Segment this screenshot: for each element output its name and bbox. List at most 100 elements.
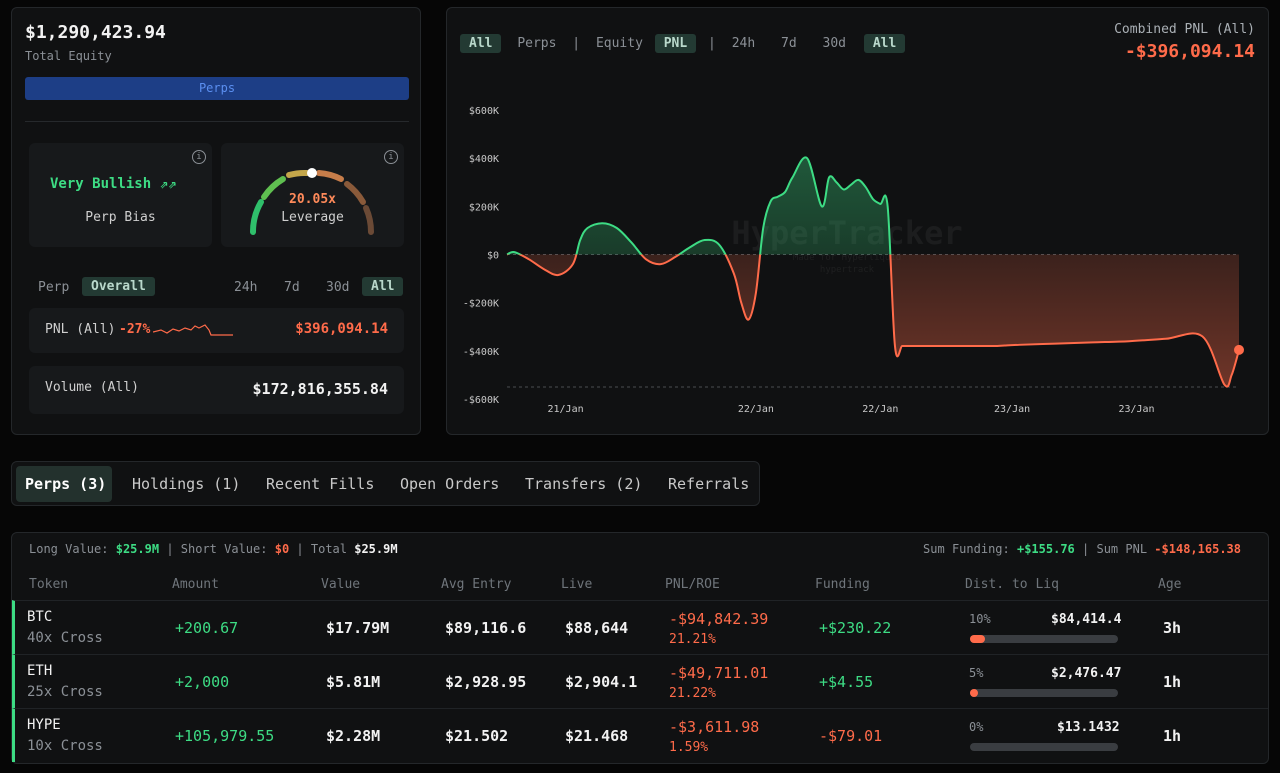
filter-perp[interactable]: Perp [38,280,70,295]
pnl-value: -$94,842.39 [669,610,769,628]
volume-card: Volume (All) $172,816,355.84 [29,366,404,414]
sum-funding-value: +$155.76 [1016,542,1075,556]
summary-right: Sum Funding: +$155.76 | Sum PNL -$148,16… [923,542,1241,556]
x-tick-label: 22/Jan [738,404,774,415]
age: 1h [1163,727,1182,745]
volume-label: Volume (All) [45,380,139,395]
tab-transfers[interactable]: Transfers (2) [525,475,643,493]
column-live[interactable]: Live [561,577,593,592]
token-mode: 10x Cross [27,738,103,754]
tab-perps[interactable] [16,466,112,502]
chart-filter-all-range[interactable]: All [863,34,906,53]
tab-open-orders[interactable]: Open Orders [400,475,500,493]
sum-pnl-value: -$148,165.38 [1154,542,1241,556]
value: $5.81M [326,673,381,691]
pnl-current-point [1234,344,1244,355]
pnl-chart: $600K $400K $200K $0 -$200K -$400K -$600K 21/Ja… [463,106,1244,415]
short-value-label: Short Value: [180,542,268,556]
sum-pnl-label: Sum PNL [1096,542,1148,556]
info-icon[interactable]: i [192,150,206,164]
chart-filter-24h[interactable]: 24h [731,36,756,51]
gauge-arc-1 [249,199,264,235]
x-tick-label: 23/Jan [1118,404,1154,415]
gauge-needle-dot [307,168,317,178]
leverage-label: Leverage [281,210,344,225]
gauge-arc-3 [286,169,310,178]
perp-bias-value: Very Bullish [50,176,152,192]
separator: | [1082,542,1090,556]
column-dist-to-liq[interactable]: Dist. to Liq [965,577,1059,592]
positions-table: Long Value: $25.9M | Short Value: $0 | T… [11,532,1269,764]
pnl-chart-panel: All Perps | Equity PNL | 24h 7d 30d All … [446,7,1269,435]
y-tick-label: -$600K [463,395,499,406]
account-panel: $1,290,423.94 Total Equity Perps i Very … [11,7,421,435]
sum-funding-label: Sum Funding: [923,542,1010,556]
pnl-card: PNL (All) -27% $396,094.14 [29,308,404,353]
column-value[interactable]: Value [321,577,361,592]
tab-perps-label[interactable]: Perps (3) [25,475,107,493]
long-value: $25.9M [115,542,160,556]
chart-filter-pnl[interactable]: PNL [654,34,697,53]
tab-referrals[interactable]: Referrals [668,475,750,493]
column-token[interactable]: Token [29,577,69,592]
filter-overall[interactable]: Overall [82,277,155,296]
amount: +105,979.55 [175,727,275,745]
total-equity-value: $1,290,423.94 [25,22,166,43]
chart-filter-equity[interactable]: Equity [595,36,643,51]
column-funding[interactable]: Funding [815,577,870,592]
roe-value: 21.22% [669,686,716,701]
y-tick-label: $0 [487,251,499,262]
token-symbol[interactable]: ETH [27,663,53,679]
live-price: $2,904.1 [565,673,638,691]
chart-filter-30d[interactable]: 30d [822,36,846,51]
perp-bias-card: i Very Bullish ⇗⇗ Perp Bias [29,143,212,247]
table-row[interactable]: BTC 40x Cross +200.67 $17.79M $89,116.6 … [12,600,1268,654]
token-symbol[interactable]: HYPE [27,717,61,733]
y-tick-label: -$200K [463,299,499,310]
table-row[interactable]: HYPE 10x Cross +105,979.55 $2.28M $21.50… [12,708,1268,762]
perps-badge[interactable]: Perps [25,77,409,100]
filter-7d[interactable]: 7d [284,280,300,295]
combined-pnl-label: Combined PNL (All) [1114,22,1255,37]
y-tick-label: -$400K [463,347,499,358]
watermark-line1: Made for Hyperliquid [793,253,901,263]
table-row[interactable]: ETH 25x Cross +2,000 $5.81M $2,928.95 $2… [12,654,1268,708]
roe-value: 1.59% [669,740,709,755]
token-symbol[interactable]: BTC [27,609,53,625]
tab-holdings[interactable]: Holdings (1) [132,475,241,493]
gauge-arc-5 [344,181,366,205]
value: $2.28M [326,727,381,745]
tab-recent-fills[interactable]: Recent Fills [266,475,375,493]
column-amount[interactable]: Amount [172,577,219,592]
liq-distance-bar [970,635,1118,643]
chart-filter-7d[interactable]: 7d [781,36,797,51]
column-pnl-roe[interactable]: PNL/ROE [665,577,720,592]
gauge-arc-4 [316,170,344,182]
funding: +$230.22 [819,619,892,637]
pnl-area-negative [507,254,1239,387]
position-tabs: Perps (3) Holdings (1) Recent Fills Open… [11,461,760,506]
live-price: $21.468 [565,727,629,745]
x-tick-label: 22/Jan [862,404,898,415]
column-age[interactable]: Age [1158,577,1182,592]
column-avg-entry[interactable]: Avg Entry [441,577,512,592]
filter-24h[interactable]: 24h [234,280,258,295]
avg-entry: $2,928.95 [445,673,527,691]
chart-filter-all[interactable]: All [460,34,502,53]
filter-30d[interactable]: 30d [326,280,350,295]
divider [25,121,409,122]
filter-all[interactable]: All [362,277,404,296]
amount: +200.67 [175,619,239,637]
roe-value: 21.21% [669,632,716,647]
separator: | [296,542,304,556]
watermark-line2: hypertrack [820,265,875,275]
avg-entry: $89,116.6 [445,619,527,637]
info-icon[interactable]: i [384,150,398,164]
long-value-label: Long Value: [29,542,109,556]
combined-pnl-value: -$396,094.14 [1124,41,1255,62]
amount: +2,000 [175,673,230,691]
age: 3h [1163,619,1182,637]
pnl-area-positive [507,157,1239,255]
chart-filter-perps[interactable]: Perps [517,36,557,51]
perp-bias-label: Perp Bias [85,210,156,225]
